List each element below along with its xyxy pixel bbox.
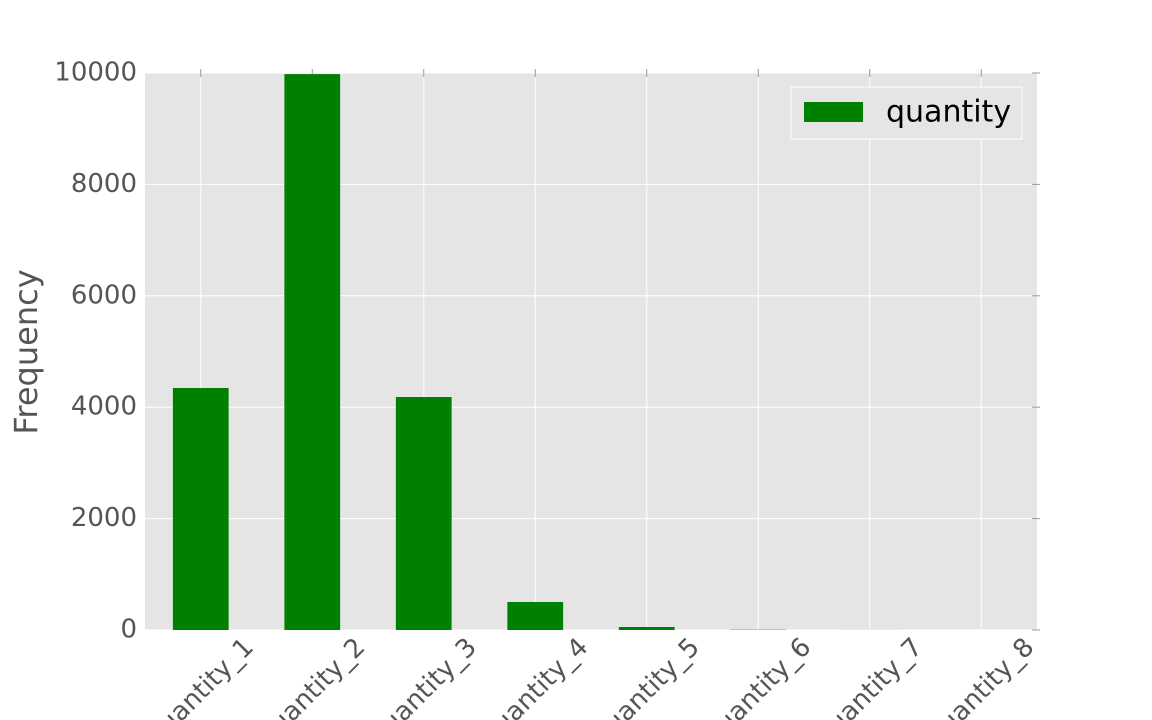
x-tick-label: quantity_5 xyxy=(587,632,706,720)
legend-swatch xyxy=(804,102,863,122)
y-tick-label: 2000 xyxy=(71,503,137,533)
plot-area xyxy=(145,73,1037,630)
bar xyxy=(507,601,564,630)
y-tick-label: 10000 xyxy=(54,58,137,88)
x-tick-label: quantity_8 xyxy=(922,632,1041,720)
x-tick-label: quantity_2 xyxy=(253,632,372,720)
x-tick-label: quantity_1 xyxy=(141,632,260,720)
bar xyxy=(284,74,341,630)
y-tick-label: 8000 xyxy=(71,169,137,199)
bar xyxy=(395,397,452,630)
y-tick-label: 4000 xyxy=(71,392,137,422)
y-tick-label: 6000 xyxy=(71,280,137,310)
x-tick-label: quantity_7 xyxy=(810,632,929,720)
legend-label: quantity xyxy=(886,95,1011,130)
x-tick-label: quantity_4 xyxy=(476,632,595,720)
x-tick-label: quantity_3 xyxy=(364,632,483,720)
bar xyxy=(618,626,675,630)
x-tick-label: quantity_6 xyxy=(699,632,818,720)
bar xyxy=(172,387,229,630)
y-axis-label: Frequency xyxy=(7,269,45,434)
y-tick-label: 0 xyxy=(120,615,137,645)
